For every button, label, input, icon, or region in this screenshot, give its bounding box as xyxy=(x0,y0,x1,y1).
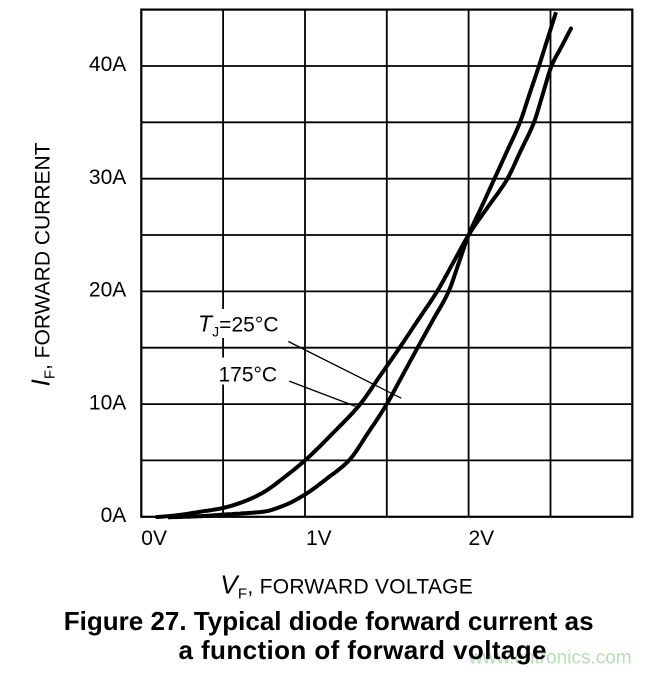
svg-text:30A: 30A xyxy=(89,166,126,189)
svg-text:2V: 2V xyxy=(469,527,495,550)
svg-text:Figure 27. Typical diode forwa: Figure 27. Typical diode forward current… xyxy=(64,606,594,636)
svg-text:IF, FORWARD CURRENT: IF, FORWARD CURRENT xyxy=(26,142,59,386)
svg-text:20A: 20A xyxy=(89,279,126,302)
svg-text:175°C: 175°C xyxy=(219,363,278,386)
svg-text:1V: 1V xyxy=(306,527,332,550)
svg-text:www.cntronics.com: www.cntronics.com xyxy=(468,648,632,669)
svg-text:0V: 0V xyxy=(141,527,167,550)
svg-text:40A: 40A xyxy=(89,53,126,76)
svg-text:VF, FORWARD VOLTAGE: VF, FORWARD VOLTAGE xyxy=(220,569,472,602)
svg-text:a function of forward voltage: a function of forward voltage xyxy=(179,635,547,665)
svg-text:10A: 10A xyxy=(89,391,126,414)
svg-text:TJ=25°C: TJ=25°C xyxy=(198,310,279,339)
svg-text:0A: 0A xyxy=(101,504,127,527)
